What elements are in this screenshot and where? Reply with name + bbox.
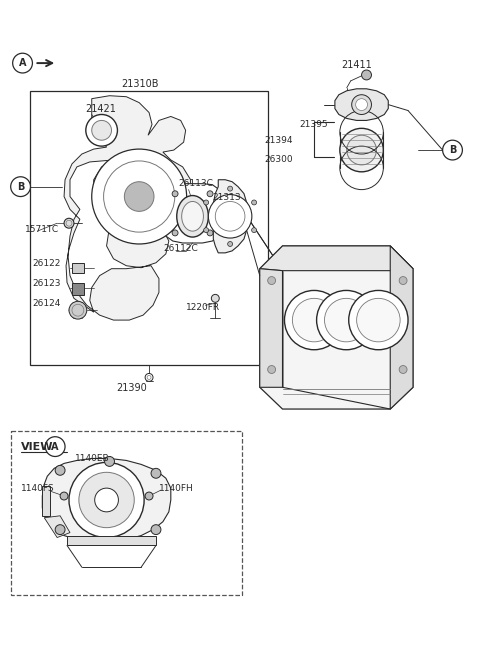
Polygon shape xyxy=(64,96,191,320)
Circle shape xyxy=(151,468,161,478)
Text: 21411: 21411 xyxy=(341,60,372,70)
Circle shape xyxy=(352,95,372,115)
Polygon shape xyxy=(260,246,413,271)
Circle shape xyxy=(207,230,213,236)
Circle shape xyxy=(64,218,74,228)
Text: 26122: 26122 xyxy=(33,259,61,269)
Text: 26124: 26124 xyxy=(33,299,61,308)
Circle shape xyxy=(349,290,408,350)
Circle shape xyxy=(151,525,161,534)
Text: A: A xyxy=(19,58,26,68)
Circle shape xyxy=(340,128,384,172)
Text: 26112C: 26112C xyxy=(163,244,198,253)
Text: B: B xyxy=(17,181,24,192)
Polygon shape xyxy=(44,515,70,538)
Polygon shape xyxy=(260,269,283,387)
Circle shape xyxy=(252,200,256,205)
Circle shape xyxy=(55,466,65,476)
Text: 21310B: 21310B xyxy=(121,79,159,89)
Circle shape xyxy=(69,462,144,538)
Circle shape xyxy=(145,492,153,500)
Circle shape xyxy=(172,230,178,236)
Text: 1571TC: 1571TC xyxy=(24,225,59,234)
Circle shape xyxy=(347,135,376,165)
Circle shape xyxy=(105,457,114,466)
Circle shape xyxy=(361,70,372,80)
Circle shape xyxy=(104,161,175,232)
Text: 21313: 21313 xyxy=(212,193,241,202)
Polygon shape xyxy=(390,246,413,409)
Text: 1140FH: 1140FH xyxy=(159,483,194,493)
Circle shape xyxy=(252,228,256,233)
Text: 21394: 21394 xyxy=(264,136,293,145)
Text: 26123: 26123 xyxy=(33,279,61,288)
Circle shape xyxy=(268,365,276,373)
Circle shape xyxy=(11,177,30,196)
Polygon shape xyxy=(335,89,388,121)
Circle shape xyxy=(204,200,209,205)
Text: A: A xyxy=(51,441,59,451)
Circle shape xyxy=(86,115,118,146)
Text: 21421: 21421 xyxy=(85,103,116,113)
Circle shape xyxy=(292,298,336,342)
Circle shape xyxy=(356,99,368,111)
Ellipse shape xyxy=(182,202,204,231)
Text: 1140FS: 1140FS xyxy=(21,483,54,493)
Circle shape xyxy=(69,301,87,319)
Text: 1220FR: 1220FR xyxy=(186,303,220,312)
Text: 21395: 21395 xyxy=(300,120,328,129)
Circle shape xyxy=(55,525,65,534)
Polygon shape xyxy=(42,458,171,542)
Circle shape xyxy=(268,276,276,284)
Circle shape xyxy=(211,294,219,303)
Circle shape xyxy=(12,53,33,73)
Polygon shape xyxy=(260,246,413,409)
Circle shape xyxy=(324,298,368,342)
Circle shape xyxy=(204,228,209,233)
Circle shape xyxy=(79,472,134,528)
Polygon shape xyxy=(67,536,156,546)
Circle shape xyxy=(95,488,119,512)
Text: VIEW: VIEW xyxy=(21,441,53,451)
Polygon shape xyxy=(42,486,50,515)
Circle shape xyxy=(399,276,407,284)
Circle shape xyxy=(60,492,68,500)
Circle shape xyxy=(92,121,111,140)
Circle shape xyxy=(399,365,407,373)
Text: 21390: 21390 xyxy=(116,383,147,393)
Circle shape xyxy=(317,290,376,350)
Circle shape xyxy=(92,149,187,244)
Text: 1140EB: 1140EB xyxy=(75,454,109,463)
Circle shape xyxy=(443,140,462,160)
Polygon shape xyxy=(72,263,84,272)
Circle shape xyxy=(228,186,233,191)
Polygon shape xyxy=(72,282,84,295)
Circle shape xyxy=(145,373,153,381)
Text: B: B xyxy=(449,145,456,155)
Circle shape xyxy=(357,298,400,342)
Polygon shape xyxy=(213,179,247,253)
Circle shape xyxy=(124,181,154,212)
Circle shape xyxy=(207,191,213,196)
Text: 26300: 26300 xyxy=(264,155,293,164)
Circle shape xyxy=(228,242,233,246)
Circle shape xyxy=(208,195,252,238)
Circle shape xyxy=(45,437,65,457)
Polygon shape xyxy=(163,183,222,243)
Circle shape xyxy=(172,191,178,196)
Ellipse shape xyxy=(177,196,208,237)
Text: 26113C: 26113C xyxy=(179,179,214,188)
Circle shape xyxy=(285,290,344,350)
